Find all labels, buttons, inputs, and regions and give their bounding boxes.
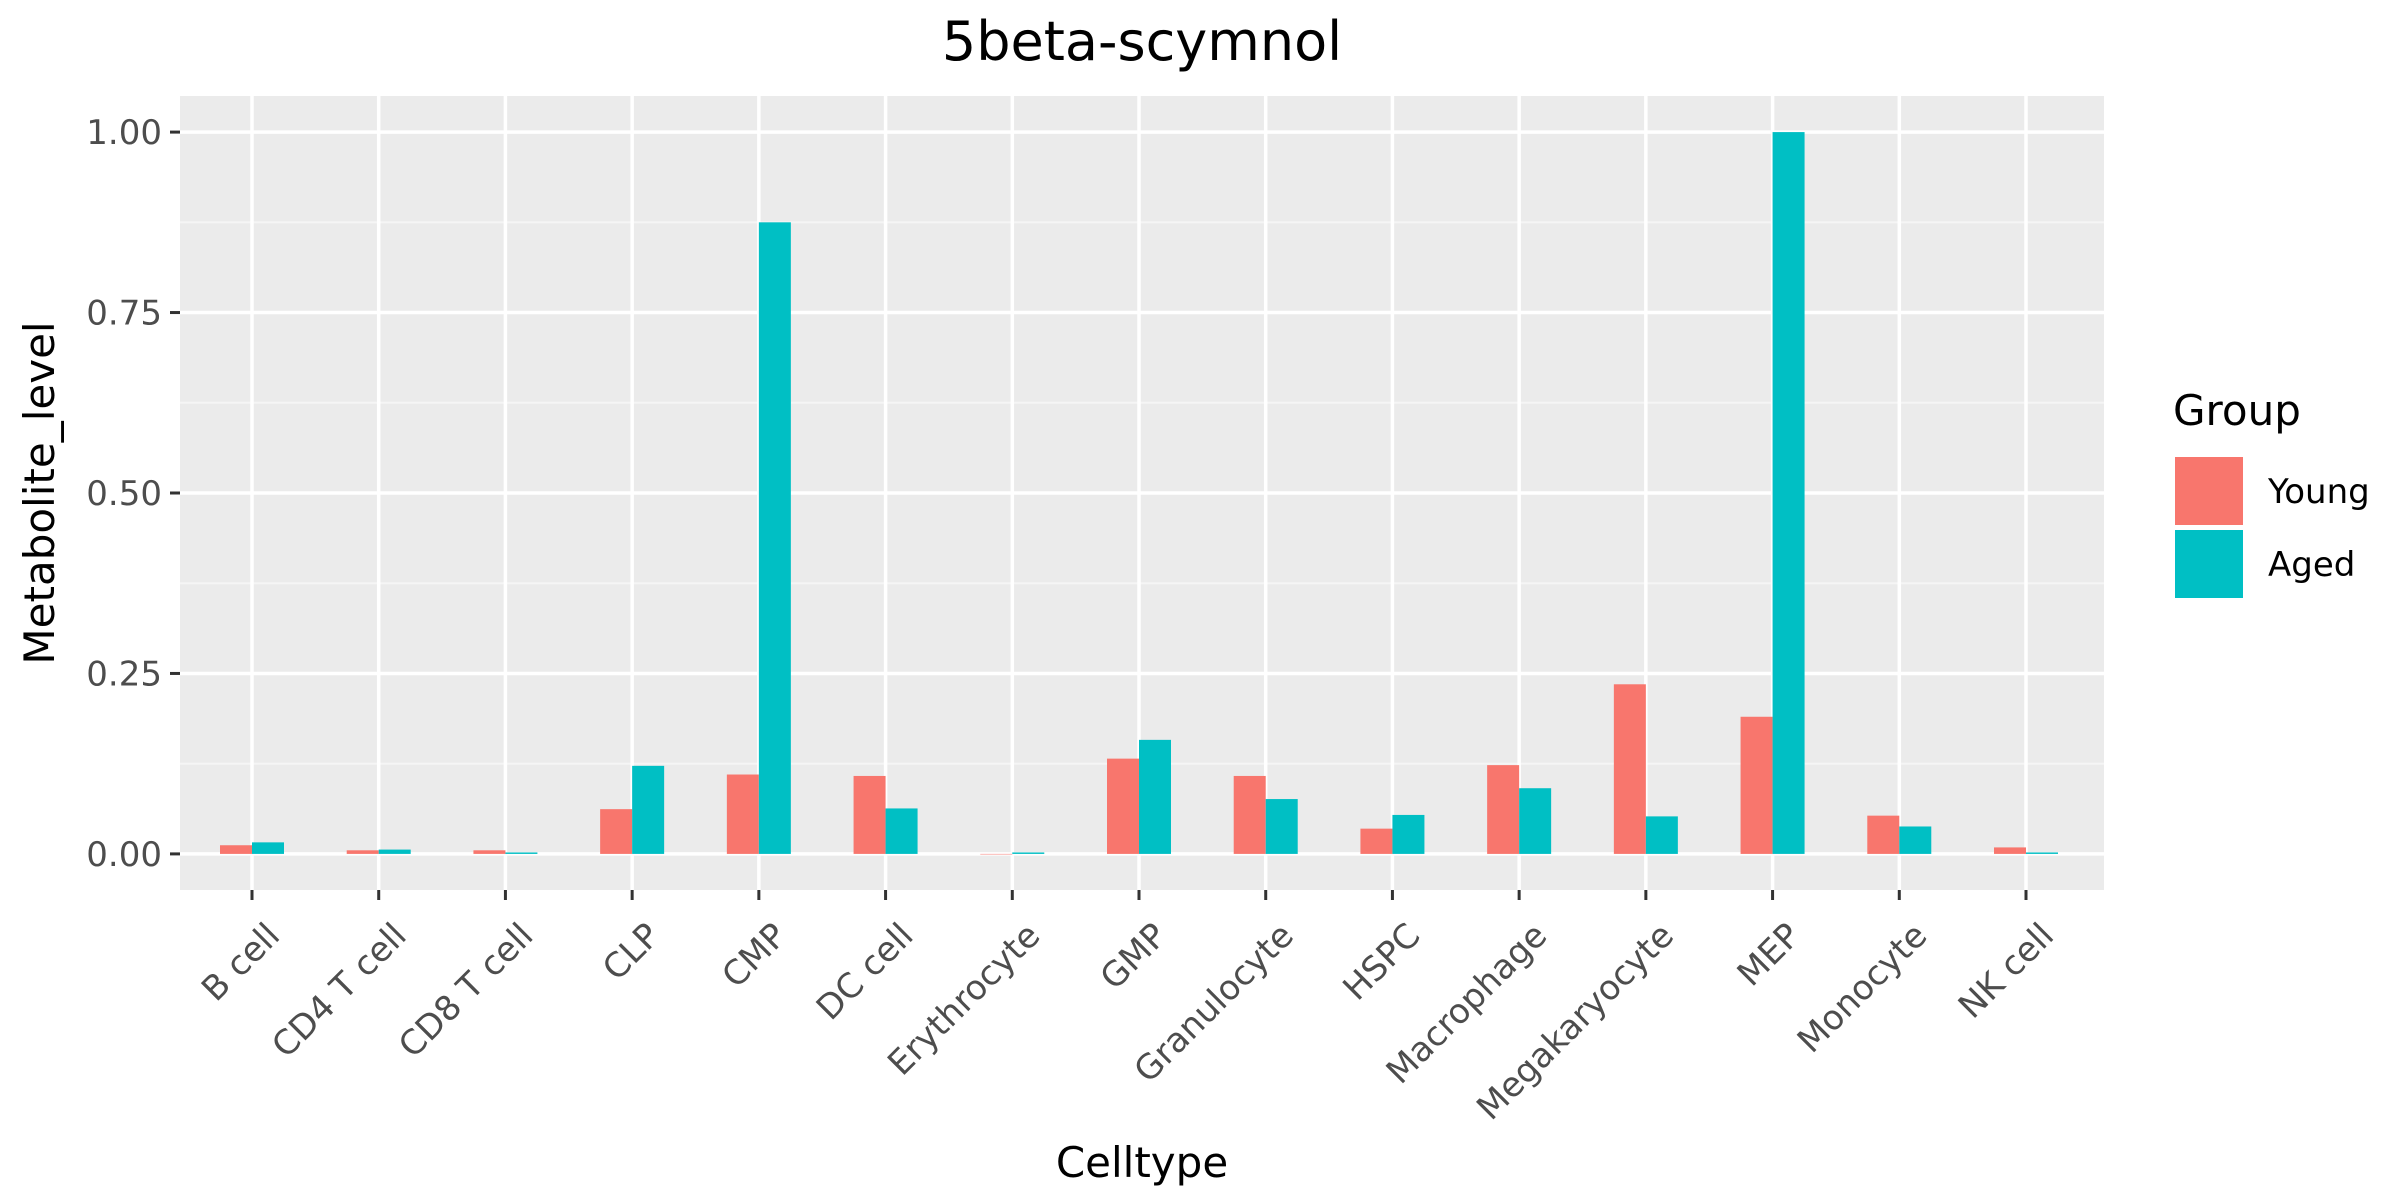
- bar-young-cmp: [726, 774, 759, 854]
- y-tick-label: 1.00: [86, 113, 162, 153]
- bar-aged-erythrocyte: [1012, 852, 1045, 854]
- bar-young-cd4-t-cell: [346, 850, 379, 854]
- bar-young-clp: [600, 809, 633, 854]
- bar-young-erythrocyte: [980, 853, 1013, 855]
- bar-aged-clp: [632, 765, 665, 854]
- bar-young-monocyte: [1867, 815, 1900, 854]
- bar-aged-b-cell: [252, 842, 284, 854]
- bar-aged-gmp: [1139, 739, 1171, 854]
- bar-young-hspc: [1360, 828, 1393, 854]
- bars: [220, 132, 2058, 855]
- bar-aged-macrophage: [1519, 788, 1552, 854]
- y-tick-label: 0.25: [86, 654, 162, 694]
- bar-aged-megakaryocyte: [1645, 816, 1678, 854]
- bar-aged-hspc: [1392, 814, 1425, 854]
- x-tick-label: MEP: [1730, 916, 1809, 995]
- x-tick-label: DC cell: [809, 916, 922, 1029]
- x-tick-label: B cell: [194, 916, 288, 1010]
- bar-aged-granulocyte: [1265, 799, 1298, 854]
- bar-young-gmp: [1107, 758, 1139, 854]
- x-tick-label: HSPC: [1335, 916, 1428, 1009]
- x-tick-label: CLP: [595, 916, 668, 989]
- x-tick-label: GMP: [1093, 916, 1175, 998]
- bar-aged-cmp: [758, 222, 791, 854]
- x-tick-label: Monocyte: [1790, 916, 1935, 1061]
- bar-young-macrophage: [1487, 765, 1520, 854]
- bar-aged-nk-cell: [2026, 852, 2058, 854]
- y-axis-title: Metabolite_level: [15, 321, 64, 664]
- legend-key-young: [2175, 457, 2243, 525]
- bar-young-cd8-t-cell: [473, 850, 506, 854]
- legend-label-young: Young: [2267, 472, 2370, 512]
- bar-aged-cd8-t-cell: [505, 852, 538, 854]
- x-axis-title: Celltype: [1056, 1138, 1228, 1187]
- bar-aged-dc-cell: [885, 808, 918, 854]
- bar-aged-cd4-t-cell: [378, 849, 411, 854]
- legend-label-aged: Aged: [2268, 545, 2355, 585]
- bar-young-mep: [1740, 716, 1773, 854]
- bar-young-granulocyte: [1233, 775, 1266, 854]
- chart-title: 5beta-scymnol: [942, 10, 1342, 73]
- legend-title: Group: [2173, 386, 2301, 435]
- bar-young-dc-cell: [853, 775, 886, 854]
- legend: Group Young Aged: [2173, 386, 2370, 598]
- bar-aged-mep: [1772, 132, 1805, 854]
- y-tick-label: 0.50: [86, 474, 162, 514]
- y-axis: 0.00 0.25 0.50 0.75 1.00: [86, 113, 180, 875]
- bar-aged-monocyte: [1899, 826, 1932, 854]
- bar-young-megakaryocyte: [1613, 684, 1646, 854]
- legend-key-aged: [2175, 530, 2243, 598]
- y-tick-label: 0.00: [86, 835, 162, 875]
- x-tick-label: CD4 T cell: [264, 916, 414, 1066]
- x-tick-label: NK cell: [1951, 916, 2062, 1027]
- bar-young-b-cell: [220, 845, 252, 854]
- bar-young-nk-cell: [1994, 847, 2026, 854]
- y-tick-label: 0.75: [86, 294, 162, 334]
- x-tick-label: CD8 T cell: [391, 916, 541, 1066]
- x-tick-label: CMP: [714, 916, 794, 996]
